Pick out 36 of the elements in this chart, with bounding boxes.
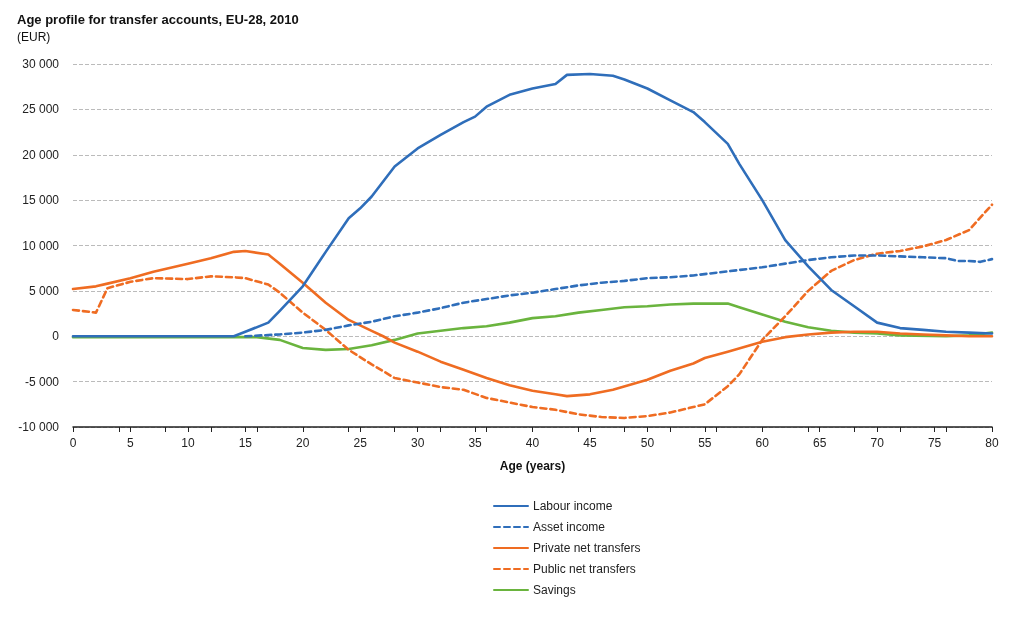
x-tick-label: 0: [69, 436, 77, 450]
x-tick-label: 40: [525, 436, 540, 450]
x-tick-label: 50: [640, 436, 655, 450]
x-tick-label: 35: [468, 436, 483, 450]
x-tick-label: 20: [296, 436, 310, 450]
legend-label: Asset income: [533, 520, 606, 534]
x-tick-label: 5: [127, 436, 135, 450]
x-tick-label: 25: [353, 436, 368, 450]
x-tick-label: 60: [755, 436, 770, 450]
y-axis-title: (EUR): [17, 30, 51, 44]
y-tick-label: 15 000: [22, 193, 60, 208]
legend-label: Private net transfers: [533, 541, 641, 555]
y-tick-label: -5 000: [24, 374, 60, 389]
line-series: [71, 203, 994, 420]
x-tick-label: 30: [410, 436, 425, 450]
x-tick-label: 65: [813, 436, 827, 450]
x-tick-label: 15: [238, 436, 253, 450]
x-tick-label: 75: [927, 436, 942, 450]
y-tick-label: 25 000: [22, 102, 60, 117]
y-tick-label: 30 000: [22, 57, 60, 71]
x-tick-label: 10: [181, 436, 195, 450]
x-tick-label: 45: [583, 436, 597, 450]
y-tick-label: 0: [52, 329, 60, 344]
legend-label: Labour income: [533, 499, 613, 513]
y-tick-label: 5 000: [28, 283, 60, 298]
legend-label: Public net transfers: [533, 562, 636, 576]
x-tick-label: 80: [985, 436, 999, 450]
chart-title: Age profile for transfer accounts, EU-28, 2010: [17, 12, 299, 27]
legend-label: Savings: [533, 583, 576, 597]
x-tick-label: 55: [698, 436, 712, 450]
y-tick-label: 10 000: [22, 238, 60, 253]
x-axis-title: Age (years): [499, 459, 566, 473]
y-tick-label: -10 000: [18, 420, 60, 434]
x-tick-label: 70: [870, 436, 885, 450]
line-series: [71, 72, 994, 338]
y-tick-label: 20 000: [22, 147, 60, 162]
